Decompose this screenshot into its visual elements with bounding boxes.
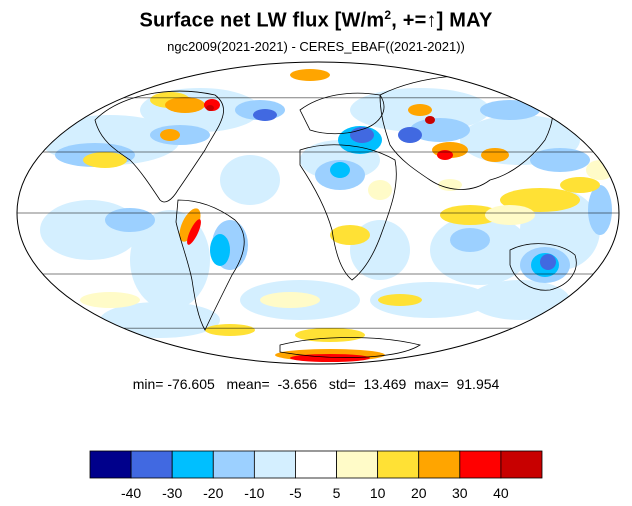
anomaly-patch [480, 100, 540, 120]
anomaly-patch [440, 205, 500, 225]
anomaly-patch [100, 302, 220, 338]
colorbar-box [336, 450, 379, 479]
colorbar-tick-label: 20 [411, 485, 427, 501]
plot-title: Surface net LW flux [W/m2, +=↑] MAY [0, 8, 632, 33]
anomaly-patch [220, 155, 280, 205]
anomaly-patch [330, 225, 370, 245]
anomaly-patch [408, 104, 432, 116]
coastline [299, 144, 397, 281]
coastlines [94, 74, 577, 359]
anomaly-patch [80, 292, 140, 308]
stat-mean: -3.656 [277, 376, 318, 392]
anomaly-patch [368, 180, 392, 200]
coastline [279, 337, 421, 359]
coastline [509, 243, 577, 291]
colorbar-box [171, 450, 214, 479]
stat-max: 91.954 [456, 376, 500, 392]
anomaly-patch [165, 97, 205, 113]
title-prefix: Surface net LW flux [W/m [139, 9, 385, 32]
anomaly-patch [560, 177, 600, 193]
anomaly-patch [438, 179, 462, 191]
stat-std-label: std= [328, 376, 356, 392]
anomaly-patch [450, 228, 490, 252]
stat-max-label: max= [414, 376, 449, 392]
anomaly-patches [40, 69, 614, 362]
anomaly-patch [179, 208, 201, 242]
stats-line: min= -76.605 mean= -3.656 std= 13.469 ma… [0, 376, 632, 392]
anomaly-patch [481, 148, 509, 162]
colorbar-box [130, 450, 173, 479]
colorbar-tick-label: -40 [121, 485, 141, 501]
map-field [17, 62, 619, 364]
colorbar-box [212, 450, 255, 479]
colorbar-tick-label: 5 [333, 485, 341, 501]
graticule [17, 97, 619, 329]
colorbar-tick-label: -30 [162, 485, 182, 501]
colorbar-box [377, 450, 420, 479]
title-suffix: , +=↑] MAY [391, 9, 493, 32]
colorbar-box [295, 450, 337, 479]
anomaly-patch [425, 116, 435, 124]
coastline [175, 199, 245, 331]
colorbar-box [500, 450, 543, 479]
colorbar-tick-label: -5 [289, 485, 302, 501]
colorbar-box [459, 450, 502, 479]
colorbar-boxes [89, 450, 543, 479]
stat-min: -76.605 [167, 376, 215, 392]
anomaly-patch [540, 254, 556, 270]
anomaly-patch [187, 219, 201, 245]
stat-std: 13.469 [363, 376, 407, 392]
anomaly-patch [330, 162, 350, 178]
anomaly-patch [160, 129, 180, 141]
colorbar-box [418, 450, 461, 479]
anomaly-patch [83, 152, 127, 168]
coastline [94, 90, 224, 203]
anomaly-patch [253, 109, 277, 121]
anomaly-patch [260, 292, 320, 308]
colorbar-tick-label: 10 [370, 485, 386, 501]
anomaly-patch [210, 234, 230, 266]
anomaly-patch [588, 185, 612, 235]
anomaly-patch [437, 150, 453, 160]
anomaly-patch [206, 105, 214, 111]
anomaly-patch [295, 328, 365, 342]
colorbar-tick-label: 40 [493, 485, 509, 501]
anomaly-patch [205, 324, 255, 336]
colorbar-tick-label: -10 [244, 485, 264, 501]
anomaly-patch [378, 294, 422, 306]
anomaly-patch [530, 148, 590, 172]
stat-mean-label: mean= [226, 376, 270, 392]
map-border [16, 61, 620, 365]
stat-min-label: min= [132, 376, 164, 392]
colorbar-box [89, 450, 132, 479]
colorbar-tick-labels: -40 -30 -20 -10 -5 5 10 20 30 40 [121, 485, 509, 501]
anomaly-patch [290, 69, 330, 81]
colorbar-tick-label: -20 [203, 485, 223, 501]
colorbar-box [253, 450, 296, 479]
anomaly-patch [370, 282, 490, 318]
anomaly-patch [485, 205, 535, 225]
colorbar-tick-label: 30 [452, 485, 468, 501]
anomaly-patch [105, 208, 155, 232]
coastline [299, 92, 385, 135]
plot-subtitle: ngc2009(2021-2021) - CERES_EBAF((2021-20… [167, 39, 465, 54]
title-superscript: 2 [384, 8, 392, 22]
anomaly-patch [398, 127, 422, 143]
anomaly-patch [410, 118, 470, 142]
